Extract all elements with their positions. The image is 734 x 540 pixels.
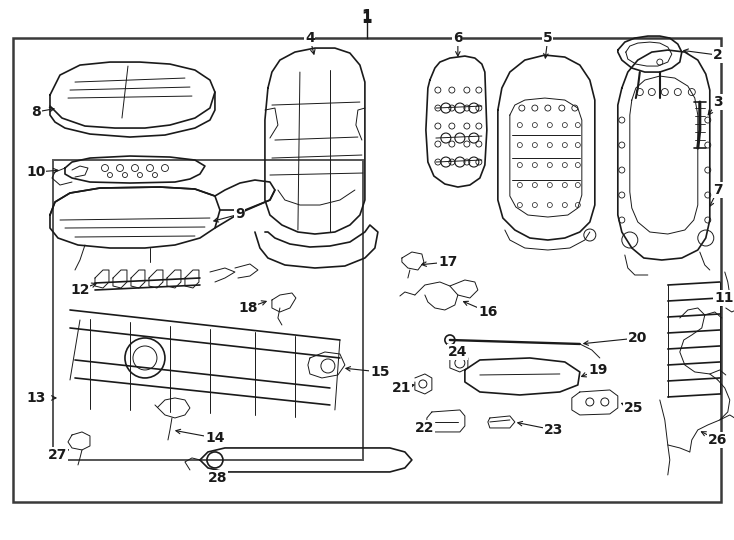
Text: 17: 17 xyxy=(438,255,457,269)
Text: 9: 9 xyxy=(235,207,244,221)
Text: 25: 25 xyxy=(624,401,644,415)
Text: 23: 23 xyxy=(544,423,564,437)
Bar xyxy=(53,160,363,460)
Text: 10: 10 xyxy=(26,165,46,179)
Text: 1: 1 xyxy=(362,9,372,24)
Text: 7: 7 xyxy=(713,183,722,197)
Text: 16: 16 xyxy=(478,305,498,319)
Text: 24: 24 xyxy=(448,345,468,359)
Text: 11: 11 xyxy=(714,291,733,305)
Text: 5: 5 xyxy=(543,31,553,45)
Text: 27: 27 xyxy=(48,448,68,462)
Text: 12: 12 xyxy=(70,283,90,297)
Text: 6: 6 xyxy=(453,31,462,45)
Text: 15: 15 xyxy=(370,365,390,379)
Text: 1: 1 xyxy=(362,11,372,25)
Text: 21: 21 xyxy=(392,381,412,395)
Text: 13: 13 xyxy=(26,391,46,405)
Bar xyxy=(13,38,721,502)
Text: 14: 14 xyxy=(206,431,225,445)
Text: 18: 18 xyxy=(238,301,258,315)
Text: 2: 2 xyxy=(713,48,723,62)
Text: 20: 20 xyxy=(628,331,647,345)
Text: 28: 28 xyxy=(208,471,228,485)
Text: 8: 8 xyxy=(31,105,41,119)
Text: 26: 26 xyxy=(708,433,727,447)
Text: 22: 22 xyxy=(415,421,435,435)
Text: 19: 19 xyxy=(588,363,608,377)
Text: 4: 4 xyxy=(305,31,315,45)
Text: 3: 3 xyxy=(713,95,722,109)
